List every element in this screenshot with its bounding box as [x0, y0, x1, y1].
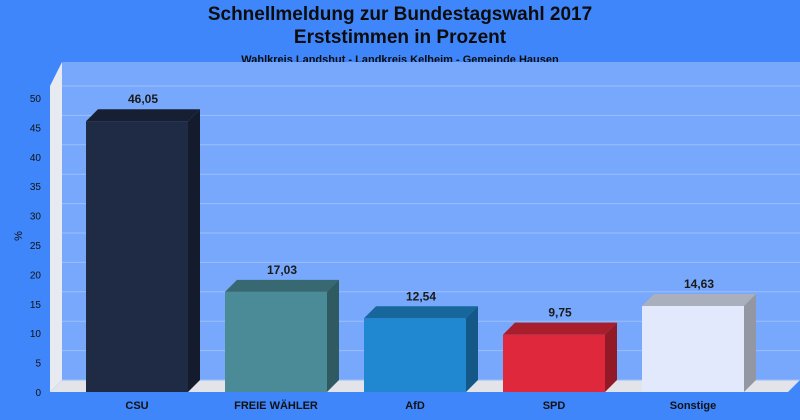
bar-side: [466, 306, 478, 392]
y-tick-label: 5: [35, 359, 41, 370]
bar: [364, 318, 466, 392]
bar-top: [503, 322, 617, 335]
bar-top: [642, 293, 756, 306]
y-tick-label: 10: [30, 329, 42, 340]
y-tick-label: 25: [30, 241, 42, 252]
y-tick-label: 40: [30, 153, 42, 164]
y-tick-label: 0: [35, 388, 41, 399]
y-tick-label: 30: [30, 212, 42, 223]
bar: [503, 334, 605, 392]
bar-value-label: 12,54: [406, 289, 436, 303]
y-tick-label: 50: [30, 94, 42, 105]
bar-top: [86, 109, 200, 122]
x-tick-label: Sonstige: [670, 400, 716, 412]
x-tick-label: SPD: [543, 400, 566, 412]
bar-value-label: 46,05: [128, 92, 158, 106]
bar: [642, 305, 744, 392]
chart-title: Schnellmeldung zur Bundestagswahl 2017: [207, 4, 593, 25]
bar: [225, 291, 327, 392]
y-tick-label: 35: [30, 182, 42, 193]
x-tick-label: FREIE WÄHLER: [234, 399, 318, 412]
bar-side: [744, 293, 756, 392]
bar-top: [225, 279, 339, 292]
chart-title-line-2: Erststimmen in Prozent: [293, 27, 507, 48]
y-tick-label: 45: [30, 123, 42, 134]
bar: [86, 121, 188, 392]
bar-value-label: 17,03: [267, 263, 297, 277]
y-tick-label: 20: [30, 270, 42, 281]
bar-side: [327, 279, 339, 392]
y-tick-label: 15: [30, 300, 42, 311]
plot-left-wall: [50, 62, 62, 392]
bar-value-label: 14,63: [684, 277, 714, 291]
x-tick-label: CSU: [125, 400, 148, 412]
bar-side: [188, 109, 200, 392]
bar-side: [605, 322, 617, 392]
bar-value-label: 9,75: [548, 306, 572, 320]
bar-top: [364, 306, 478, 319]
y-axis-label: %: [13, 231, 25, 241]
x-tick-label: AfD: [405, 400, 425, 412]
